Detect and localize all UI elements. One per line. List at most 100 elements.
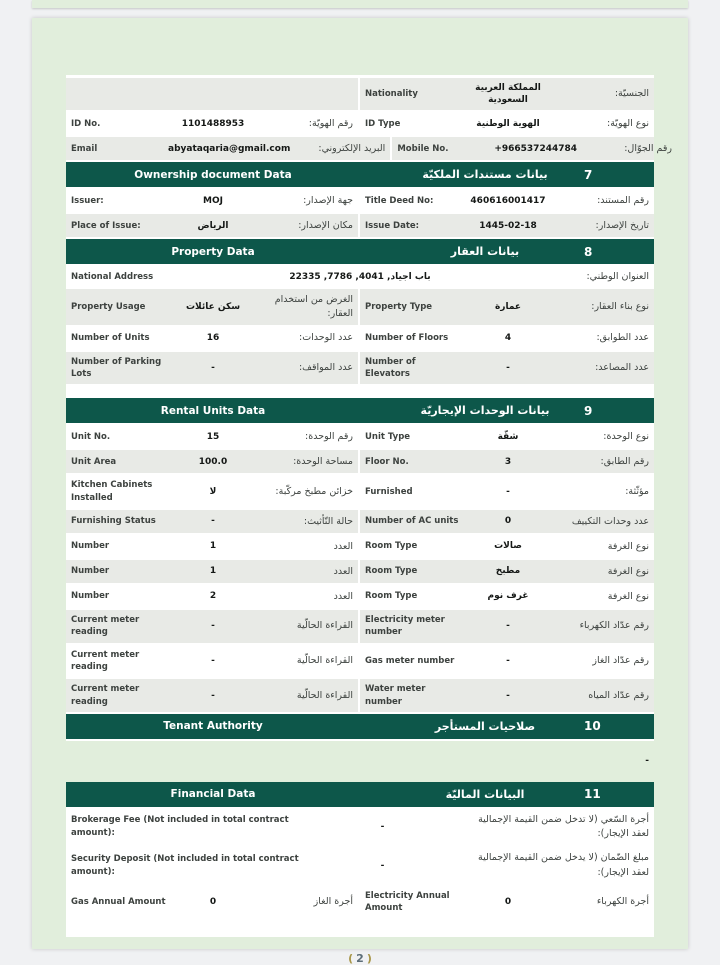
- field-label-ar: العدد: [333, 565, 353, 577]
- field-label-en: Current meter reading: [71, 649, 140, 672]
- row-half-right: Number of Elevators - عدد المصاعد:: [360, 352, 654, 385]
- field-value: لا: [209, 486, 217, 497]
- tenant-authority-note-value: -: [645, 756, 649, 767]
- field-value: 16: [206, 333, 220, 344]
- field-label-ar: جهة الإصدار:: [303, 194, 353, 206]
- field-label-ar: نوع بناء العقار:: [591, 301, 649, 313]
- section-number: 11: [584, 787, 601, 802]
- field-label-ar: مبلغ الضّمان (لا يدخل ضمن القيمة الإجمال…: [478, 852, 649, 878]
- table-row: Number of Parking Lots - عدد المواقف: Numbe…: [66, 351, 654, 387]
- field-label-ar: القراءة الحالّية: [296, 655, 353, 667]
- field-label-en: National Address: [71, 271, 154, 282]
- section-title-en: Financial Data: [170, 788, 256, 801]
- field-label-ar: خزائن مطبخ مركّبة:: [275, 485, 353, 497]
- field-value: 0: [504, 516, 512, 527]
- table-row: Nationality المملكة العربية السعودية الجنس…: [66, 78, 654, 113]
- field-label-ar: رقم الجوّال:: [624, 142, 673, 154]
- field-value: الرياض: [197, 220, 229, 231]
- row-half-right: Water meter number - رقم عدّاد المياه: [360, 679, 654, 712]
- field-label-ar: الغرض من استخدام العقار:: [274, 294, 353, 320]
- page-number: 2: [356, 951, 364, 965]
- row-half-left: Email abyataqaria@gmail.com البريد الإلكتر…: [66, 137, 393, 161]
- contract-table-financial: Financial Data البيانات الماليّة 11 Brokera…: [66, 781, 654, 937]
- field-label-en: Furnished: [365, 486, 413, 497]
- row-half-left: Number of Parking Lots - عدد المواقف:: [66, 351, 360, 385]
- field-value: 0: [504, 897, 512, 908]
- field-label-ar: العنوان الوطني:: [586, 271, 649, 283]
- field-value: سكن عائلات: [185, 301, 241, 312]
- table-row: Number 1 العدد Room Type مطبخ نوع الغرفة: [66, 560, 654, 586]
- field-value: باب اجياد, 4041, 7786, 22335: [289, 271, 431, 282]
- field-label-ar: عدد المواقف:: [298, 362, 353, 374]
- field-value: 1445-02-18: [479, 220, 537, 231]
- section-number: 7: [584, 167, 593, 182]
- table-row: Place of Issue: الرياض مكان الإصدار: Issue …: [66, 214, 654, 240]
- row-half-right: Electricity meter number - رقم عدّاد الكهر…: [360, 610, 654, 643]
- field-label-ar: القراءة الحالّية: [296, 620, 353, 632]
- field-label-ar: عدد الطوابق:: [596, 332, 649, 344]
- field-label-en: Water meter number: [365, 684, 426, 707]
- row-half-left: Furnishing Status - حالة التّأثيث:: [66, 510, 360, 534]
- field-value: 1: [209, 541, 217, 552]
- table-row: Current meter reading - القراءة الحالّية Wa…: [66, 679, 654, 714]
- field-value: -: [211, 655, 215, 666]
- row-half-left: ID No. 1101488953 رقم الهويّة:: [66, 112, 360, 136]
- section-header: Ownership document Data بيانات مستندات ال…: [66, 162, 654, 190]
- field-value: شقّة: [497, 431, 519, 442]
- row-half-left: Issuer: MOJ جهة الإصدار:: [66, 189, 360, 213]
- row-half-left: [66, 78, 360, 111]
- field-label-ar: مكان الإصدار:: [298, 219, 353, 231]
- table-row: Furnishing Status - حالة التّأثيث: Number o…: [66, 510, 654, 536]
- page-footer: (2): [66, 952, 654, 965]
- contract-table-upper: Nationality المملكة العربية السعودية الجنس…: [66, 75, 672, 741]
- section-header-right: بيانات مستندات الملكيّة 7: [360, 168, 654, 182]
- field-value: -: [211, 621, 215, 632]
- footer-paren-close: ): [366, 951, 372, 965]
- tenant-authority-note: -: [66, 741, 654, 782]
- field-label-ar: نوع الغرفة: [607, 590, 649, 602]
- table-row: Current meter reading - القراءة الحالّية Ga…: [66, 644, 654, 680]
- field-label-ar: نوع الغرفة: [607, 565, 649, 577]
- table-row: Gas Annual Amount 0 أجرة الغاز Electricity …: [66, 885, 654, 921]
- field-label-en: Current meter reading: [71, 615, 140, 638]
- row-half-left: Property Usage سكن عائلات الغرض من استخدام…: [66, 289, 360, 325]
- row-half-right: Room Type مطبخ نوع الغرفة: [360, 560, 654, 583]
- field-value: 1101488953: [181, 118, 245, 129]
- field-label-ar: نوع الوحدة:: [603, 431, 649, 443]
- field-label-ar: رقم عدّاد المياه: [588, 689, 649, 701]
- row-half-left: Current meter reading - القراءة الحالّية: [66, 610, 360, 643]
- field-value: -: [380, 860, 385, 871]
- field-label-en: Room Type: [365, 591, 418, 602]
- footer-paren-open: (: [348, 951, 354, 965]
- field-label-en: Furnishing Status: [71, 516, 156, 527]
- section-number: 8: [584, 244, 593, 259]
- row-half-left: Place of Issue: الرياض مكان الإصدار:: [66, 214, 360, 238]
- field-label-en: Room Type: [365, 541, 418, 552]
- section-title-ar: البيانات الماليّة: [445, 787, 525, 801]
- field-label-ar: مؤثّثة:: [625, 485, 649, 497]
- field-label-en: Property Usage: [71, 301, 146, 312]
- row-half-left: Number 1 العدد: [66, 560, 360, 584]
- field-label-en: Number of Units: [71, 333, 150, 344]
- field-label-ar: رقم المستند:: [597, 194, 649, 206]
- field-label-ar: رقم عدّاد الكهرباء: [579, 620, 649, 632]
- section-title-en: Rental Units Data: [160, 404, 266, 417]
- field-label-en: Unit No.: [71, 431, 111, 442]
- field-value: مطبخ: [495, 566, 521, 577]
- field-label-en: ID Type: [365, 118, 401, 129]
- section-title-ar: صلاحيات المستأجر: [434, 719, 536, 733]
- field-value: MOJ: [203, 195, 223, 206]
- section-header-right: بيانات العقار 8: [360, 245, 654, 259]
- row-half-right: Issue Date: 1445-02-18 تاريخ الإصدار:: [360, 214, 654, 237]
- field-label-en: Floor No.: [365, 456, 409, 467]
- field-value: -: [506, 486, 510, 497]
- field-label-ar: رقم الطابق:: [600, 456, 649, 468]
- section-header: Tenant Authority صلاحيات المستأجر 10: [66, 713, 654, 741]
- field-label-en: Number of AC units: [365, 516, 459, 527]
- field-label-ar: البريد الإلكتروني:: [318, 142, 386, 154]
- field-value: -: [211, 690, 215, 701]
- field-label-en: Nationality: [365, 88, 418, 99]
- row-half-left: Current meter reading - القراءة الحالّية: [66, 644, 360, 678]
- field-label-ar: نوع الغرفة: [607, 540, 649, 552]
